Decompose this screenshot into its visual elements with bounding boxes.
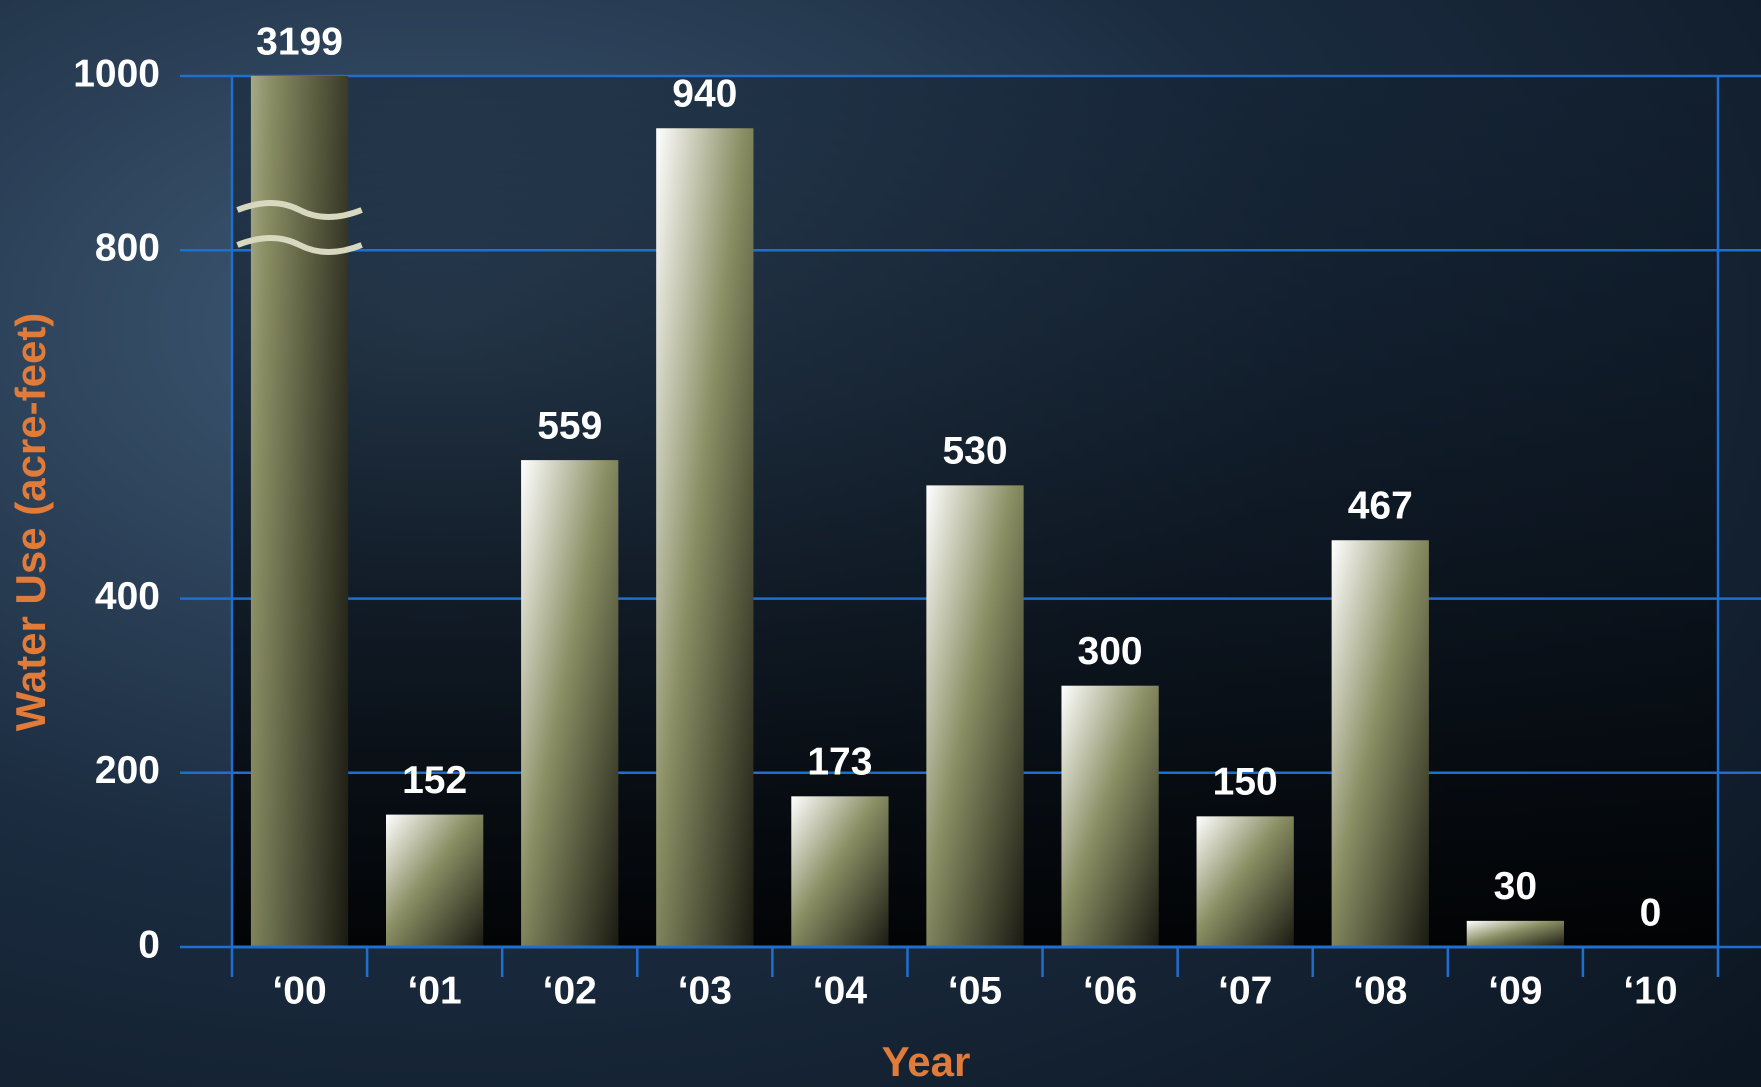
axis-break [236, 200, 363, 220]
value-label: 152 [402, 759, 467, 802]
x-tick-label: ‘04 [813, 969, 868, 1012]
value-label: 559 [537, 404, 602, 447]
value-label: 467 [1348, 485, 1413, 528]
bar [1331, 540, 1429, 947]
x-tick-label: ‘08 [1353, 969, 1407, 1012]
x-tick-label: ‘06 [1083, 969, 1137, 1012]
x-tick-label: ‘01 [408, 969, 462, 1012]
value-label: 30 [1494, 865, 1537, 908]
bar [791, 796, 889, 947]
bar [1061, 685, 1159, 947]
bar [250, 76, 349, 948]
bar [1466, 920, 1564, 947]
bar [521, 460, 619, 947]
bars [250, 76, 1564, 948]
y-tick-label: 200 [95, 749, 160, 792]
x-axis-title: Year [882, 1038, 971, 1085]
y-tick-label: 0 [138, 923, 160, 966]
bar [386, 814, 484, 947]
value-label: 0 [1640, 891, 1662, 934]
value-label: 300 [1078, 630, 1143, 673]
y-tick-label: 400 [95, 575, 160, 618]
x-tick-label: ‘03 [678, 969, 732, 1012]
x-tick-label: ‘00 [272, 969, 326, 1012]
value-label: 150 [1213, 761, 1278, 804]
x-tick-label: ‘07 [1218, 969, 1272, 1012]
x-tick-label: ‘05 [948, 969, 1002, 1012]
value-label: 173 [807, 741, 872, 784]
y-axis-title: Water Use (acre-feet) [7, 313, 54, 732]
x-tick-label: ‘02 [543, 969, 597, 1012]
bar [1196, 816, 1294, 947]
y-tick-label: 800 [95, 226, 160, 269]
value-label: 530 [942, 430, 1007, 473]
bar [656, 128, 754, 947]
x-tick-label: ‘10 [1623, 969, 1677, 1012]
axis-break [236, 235, 363, 255]
y-tick-label: 1000 [73, 52, 160, 95]
bar [926, 485, 1024, 947]
x-tick-label: ‘09 [1488, 969, 1542, 1012]
value-label: 3199 [256, 20, 343, 63]
value-label: 940 [672, 73, 737, 116]
